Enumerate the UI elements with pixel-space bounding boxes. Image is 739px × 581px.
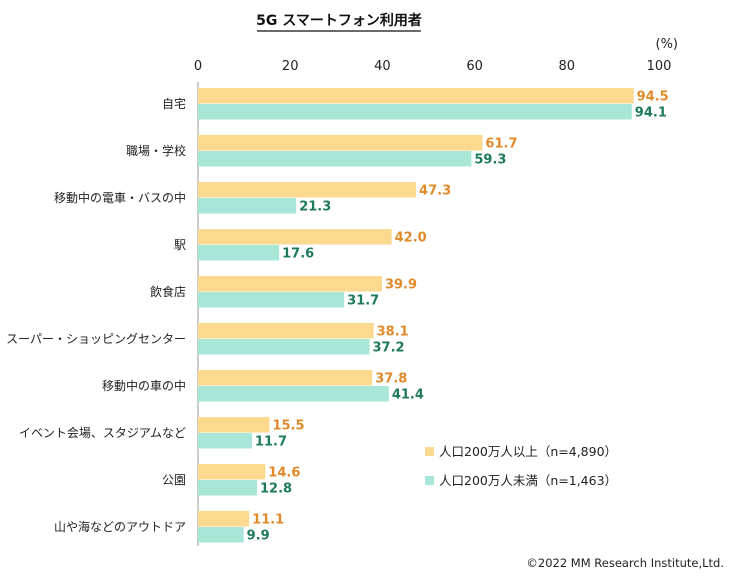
bar-s2-8 xyxy=(198,480,258,496)
x-tick-label-2: 40 xyxy=(374,59,391,74)
copyright-credit: ©2022 MM Research Institute,Ltd. xyxy=(526,556,724,570)
bar-s1-7 xyxy=(198,417,270,433)
x-tick-label-0: 0 xyxy=(194,59,202,74)
bar-s1-3 xyxy=(198,229,392,245)
legend-label-2: 人口200万人未満（n=1,463） xyxy=(439,473,617,488)
chart-title: 5G スマートフォン利用者 xyxy=(256,12,422,29)
category-label-5: スーパー・ショッピングセンター xyxy=(6,332,186,346)
bars: 自宅 94.594.1 職場・学校 61.759.3 移動中の電車・バスの中 47.3 21… xyxy=(6,88,669,544)
value-label-s1-5: 38.1 xyxy=(377,325,409,340)
unit-label: (%) xyxy=(656,37,679,52)
category-label-0: 自宅 xyxy=(162,96,186,111)
legend-swatch-1 xyxy=(425,447,434,456)
category-label-8: 公園 xyxy=(162,473,186,487)
category-label-4: 飲食店 xyxy=(150,284,186,299)
x-axis-ticks: 0 20 40 60 80 100 xyxy=(194,59,672,74)
bar-s2-4 xyxy=(198,292,345,308)
bar-s1-9 xyxy=(198,511,250,527)
bar-s2-5 xyxy=(198,339,370,355)
value-label-s2-0: 94.1 xyxy=(635,106,667,121)
bar-s1-6 xyxy=(198,370,373,386)
category-label-7: イベント会場、スタジアムなど xyxy=(19,426,186,440)
bar-s1-1 xyxy=(198,135,483,151)
category-label-3: 駅 xyxy=(174,238,186,252)
x-tick-label-3: 60 xyxy=(466,59,483,74)
bar-s2-1 xyxy=(198,151,472,167)
value-label-s1-6: 37.8 xyxy=(375,372,407,387)
bar-s2-9 xyxy=(198,527,244,543)
category-label-9: 山や海などのアウトドア xyxy=(54,519,186,534)
value-label-s1-8: 14.6 xyxy=(268,466,300,481)
bar-s1-4 xyxy=(198,276,382,292)
value-label-s2-4: 31.7 xyxy=(347,294,379,309)
bar-s2-7 xyxy=(198,433,252,449)
value-label-s2-6: 41.4 xyxy=(392,388,424,403)
bar-s2-6 xyxy=(198,386,389,402)
value-label-s1-4: 39.9 xyxy=(385,278,417,293)
bar-s1-8 xyxy=(198,464,266,480)
legend-swatch-2 xyxy=(425,476,434,485)
x-tick-label-4: 80 xyxy=(559,59,576,74)
value-label-s2-2: 21.3 xyxy=(299,200,331,215)
value-label-s2-7: 11.7 xyxy=(255,435,287,450)
value-label-s2-9: 9.9 xyxy=(247,529,270,544)
x-tick-label-1: 20 xyxy=(282,59,299,74)
category-label-2: 移動中の電車・バスの中 xyxy=(54,190,186,205)
value-label-s1-1: 61.7 xyxy=(485,137,517,152)
legend: 人口200万人以上（n=4,890） 人口200万人未満（n=1,463） xyxy=(425,444,617,488)
bar-s2-0 xyxy=(198,104,632,120)
x-tick-label-5: 100 xyxy=(647,59,672,74)
bar-s1-2 xyxy=(198,182,417,198)
value-label-s1-7: 15.5 xyxy=(272,419,304,434)
value-label-s2-3: 17.6 xyxy=(282,247,314,262)
value-label-s2-5: 37.2 xyxy=(372,341,404,356)
value-label-s1-3: 42.0 xyxy=(395,231,427,246)
legend-label-1: 人口200万人以上（n=4,890） xyxy=(439,444,617,459)
category-label-1: 職場・学校 xyxy=(126,143,186,158)
bar-s1-0 xyxy=(198,88,634,104)
category-label-6: 移動中の車の中 xyxy=(102,378,186,393)
bar-s2-3 xyxy=(198,245,280,261)
value-label-s1-2: 47.3 xyxy=(419,184,451,199)
value-label-s2-8: 12.8 xyxy=(260,482,292,497)
value-label-s2-1: 59.3 xyxy=(474,153,506,168)
value-label-s1-0: 94.5 xyxy=(637,90,669,105)
bar-s1-5 xyxy=(198,323,374,339)
bar-s2-2 xyxy=(198,198,297,214)
value-label-s1-9: 11.1 xyxy=(252,513,284,528)
